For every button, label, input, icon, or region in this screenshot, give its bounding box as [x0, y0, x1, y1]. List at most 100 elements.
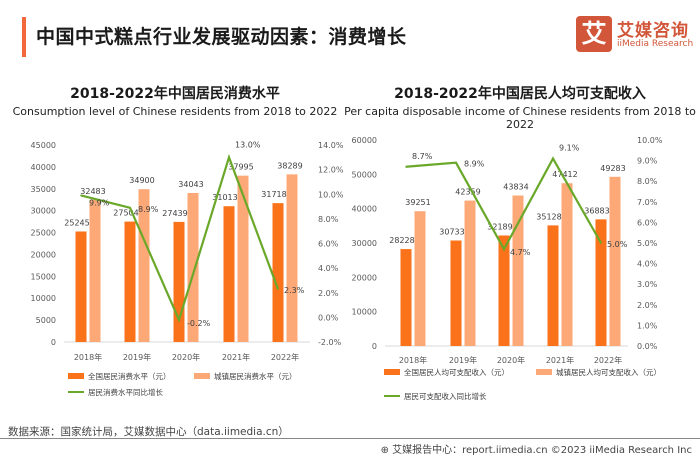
- legend-label: 居民可支配收入同比增长: [404, 391, 487, 401]
- y-tick-label: 0: [51, 338, 56, 347]
- chart-subtitle: Consumption level of Chinese residents f…: [12, 105, 338, 118]
- y-tick-label: 40000: [31, 163, 56, 172]
- y-tick-label: 20000: [31, 250, 56, 259]
- bar-national: [75, 231, 87, 342]
- y-tick-label: 10000: [352, 308, 377, 317]
- consumption-chart: 2018-2022年中国居民消费水平 Consumption level of …: [0, 75, 350, 415]
- x-tick-label: 2022年: [271, 352, 299, 362]
- bar-urban: [609, 176, 621, 346]
- bar-value-label: 27439: [162, 209, 187, 218]
- growth-value-label: 9.9%: [89, 198, 110, 207]
- x-tick-label: 2018年: [74, 352, 102, 362]
- bar-value-label: 49283: [600, 164, 625, 173]
- legend-label: 城镇居民消费水平（元）: [214, 371, 297, 381]
- bar-urban: [512, 195, 524, 346]
- bar-national: [400, 249, 412, 346]
- page-title: 中国中式糕点行业发展驱动因素：消费增长: [36, 26, 407, 48]
- bar-national: [272, 203, 284, 342]
- growth-point: [228, 156, 230, 159]
- income-chart-plot: 0 10000 20000 30000 40000 50000 60000 0.0% 1.0% 2…: [352, 136, 663, 401]
- y-tick-label: 25000: [31, 229, 56, 238]
- y-tick-label: 5000: [36, 316, 56, 325]
- chart-title: 2018-2022年中国居民人均可支配收入: [394, 86, 646, 102]
- bar-urban: [464, 200, 476, 346]
- y2-tick-label: 10.0%: [318, 190, 344, 199]
- bar-value-label: 36883: [584, 206, 609, 215]
- y2-tick-label: 3.0%: [637, 280, 658, 289]
- growth-point: [600, 242, 602, 244]
- bar-value-label: 32483: [80, 187, 105, 196]
- y2-tick-label: 6.0%: [637, 218, 658, 227]
- x-tick-label: 2021年: [222, 352, 250, 362]
- legend-label: 居民消费水平同比增长: [88, 387, 163, 397]
- bar-national: [450, 240, 462, 346]
- bar-urban: [561, 183, 573, 346]
- y-tick-label: 45000: [31, 141, 56, 150]
- bar-value-label: 35128: [536, 212, 561, 221]
- legend-label: 全国居民人均可支配收入（元）: [404, 367, 509, 377]
- y2-tick-label: 0.0%: [637, 342, 658, 351]
- growth-point: [277, 288, 279, 290]
- growth-point: [178, 319, 180, 321]
- logo-name-en: iiMedia Research: [617, 39, 694, 49]
- bar-value-label: 42359: [455, 188, 480, 197]
- bar-value-label: 31013: [212, 193, 237, 202]
- y2-tick-label: 4.0%: [637, 260, 658, 269]
- legend-label: 全国居民消费水平（元）: [88, 371, 171, 381]
- y-tick-label: 10000: [31, 294, 56, 303]
- title-accent-bar: [22, 17, 26, 57]
- y-tick-label: 35000: [31, 185, 56, 194]
- x-tick-label: 2019年: [123, 352, 151, 362]
- bar-value-label: 32189: [487, 222, 512, 231]
- chart-subtitle: Per capita disposable income of Chinese …: [344, 105, 696, 131]
- y-tick-label: 20000: [352, 273, 377, 282]
- y-tick-label: 50000: [352, 170, 377, 179]
- bar-urban: [237, 175, 249, 342]
- bar-national: [223, 206, 235, 342]
- x-tick-label: 2020年: [497, 355, 525, 365]
- bar-value-label: 37995: [228, 163, 253, 172]
- y2-tick-label: 5.0%: [637, 239, 658, 248]
- y2-tick-label: 12.0%: [318, 166, 344, 175]
- x-tick-label: 2022年: [594, 355, 622, 365]
- bar-urban: [187, 192, 199, 342]
- y2-tick-label: 2.0%: [637, 301, 658, 310]
- growth-value-label: 2.3%: [284, 286, 305, 295]
- bar-value-label: 28228: [389, 236, 414, 245]
- legend-swatch: [68, 373, 84, 379]
- bar-national: [124, 221, 136, 342]
- data-source-note: 数据来源：国家统计局，艾媒数据中心（data.iimedia.cn）: [8, 426, 289, 438]
- y2-tick-label: 8.0%: [318, 215, 339, 224]
- bar-national: [173, 221, 185, 342]
- legend-swatch: [194, 373, 210, 379]
- footer-divider: [0, 438, 700, 439]
- y-tick-label: 40000: [352, 205, 377, 214]
- y-tick-label: 15000: [31, 272, 56, 281]
- growth-value-label: 8.7%: [412, 152, 433, 161]
- y-tick-label: 30000: [31, 207, 56, 216]
- legend-label: 城镇居民人均可支配收入（元）: [556, 367, 661, 377]
- y2-tick-label: -2.0%: [318, 338, 342, 347]
- y2-tick-label: 1.0%: [637, 321, 658, 330]
- y2-tick-label: 14.0%: [318, 141, 344, 150]
- y2-tick-label: 4.0%: [318, 264, 339, 273]
- growth-point: [405, 165, 407, 168]
- growth-point: [455, 161, 457, 164]
- bar-value-label: 39251: [405, 198, 430, 207]
- bar-national: [547, 225, 559, 346]
- y-tick-label: 30000: [352, 239, 377, 248]
- growth-point: [80, 194, 82, 197]
- footer-credit: ⊕ 艾媒报告中心：report.iimedia.cn ©2023 iiMedia…: [381, 441, 692, 456]
- y-tick-label: 60000: [352, 136, 377, 145]
- income-chart: 2018-2022年中国居民人均可支配收入 Per capita disposa…: [340, 75, 700, 415]
- bar-value-label: 34900: [129, 176, 154, 185]
- legend-swatch: [384, 369, 400, 375]
- bar-national: [498, 235, 510, 346]
- y-tick-label: 0: [372, 342, 377, 351]
- growth-value-label: -0.2%: [187, 319, 211, 328]
- bar-urban: [89, 199, 101, 342]
- growth-value-label: 5.0%: [607, 240, 628, 249]
- bar-urban: [414, 211, 426, 346]
- growth-value-label: 8.9%: [138, 205, 159, 214]
- footer-report-text: 艾媒报告中心：report.iimedia.cn ©2023 iiMedia R…: [392, 445, 692, 456]
